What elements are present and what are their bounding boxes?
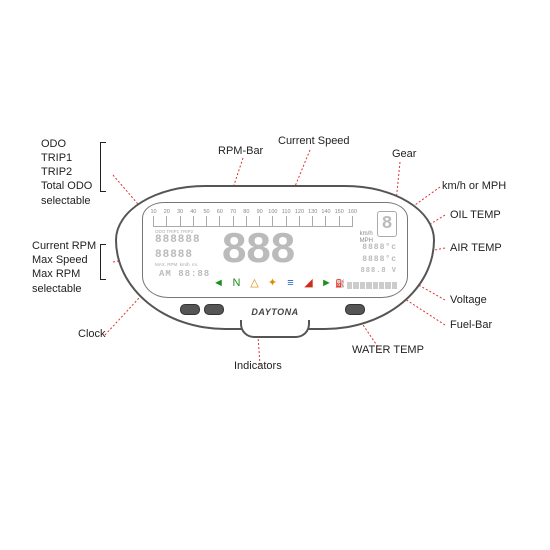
label-indicators: Indicators (234, 360, 282, 372)
label-fuel: Fuel-Bar (450, 319, 492, 331)
rpm-scale: 102030405060708090100110120130140150160 (153, 209, 353, 227)
label-trip1: TRIP1 (41, 152, 72, 164)
speed-digits: 888 (221, 229, 294, 273)
label-trip-selectable: selectable (41, 195, 91, 207)
lcd-screen: 102030405060708090100110120130140150160 … (142, 202, 408, 298)
gear-indicator: 8 (377, 211, 397, 237)
turn-right-icon: ► (321, 277, 332, 289)
label-unit: km/h or MPH (442, 180, 506, 192)
rpm-labels-row: MAX. RPM. km/h. mi. (155, 262, 198, 267)
brand-label: DAYTONA (251, 307, 298, 317)
rpm-digits: 88888 (155, 249, 193, 261)
label-rpm-selectable: selectable (32, 283, 82, 295)
button-left-2[interactable] (204, 304, 224, 315)
label-max-speed: Max Speed (32, 254, 88, 266)
fuel-icon: ⛽ (335, 279, 345, 288)
oil-temp-digits: 8888°c (362, 243, 397, 252)
label-oil: OIL TEMP (450, 209, 501, 221)
oil-icon: ◢ (303, 276, 314, 289)
button-right[interactable] (345, 304, 365, 315)
button-left-1[interactable] (180, 304, 200, 315)
bracket-trip (100, 142, 106, 192)
label-trip2: TRIP2 (41, 166, 72, 178)
diagram-canvas: ODO TRIP1 TRIP2 Total ODO selectable Cur… (0, 0, 550, 550)
label-current-rpm: Current RPM (32, 240, 96, 252)
clock-display: AM 88:88 (159, 269, 210, 279)
fuel-bar (347, 281, 397, 289)
label-max-rpm: Max RPM (32, 268, 80, 280)
label-water-temp: WATER TEMP (352, 344, 424, 356)
label-clock: Clock (78, 328, 106, 340)
label-air: AIR TEMP (450, 242, 502, 254)
neutral-icon: N (231, 277, 242, 289)
air-temp-digits: 8888°c (362, 255, 397, 264)
bracket-rpm (100, 244, 106, 280)
indicator-row: ◄ N △ ✦ ≡ ◢ ► (213, 276, 332, 289)
label-gear: Gear (392, 148, 416, 160)
turn-left-icon: ◄ (213, 277, 224, 289)
label-current-speed: Current Speed (278, 135, 350, 147)
voltage-digits: 888.8 V (361, 267, 397, 275)
label-total-odo: Total ODO (41, 180, 92, 192)
label-rpm-bar: RPM-Bar (218, 145, 263, 157)
label-voltage: Voltage (450, 294, 487, 306)
highbeam-icon: ≡ (285, 277, 296, 289)
warning-icon: △ (249, 276, 260, 289)
unit-kmh: km/h (360, 231, 373, 238)
engine-icon: ✦ (267, 276, 278, 289)
gauge-notch (240, 320, 310, 338)
trip-digits: 888888 (155, 234, 201, 246)
label-trip-odo: ODO (41, 138, 66, 150)
